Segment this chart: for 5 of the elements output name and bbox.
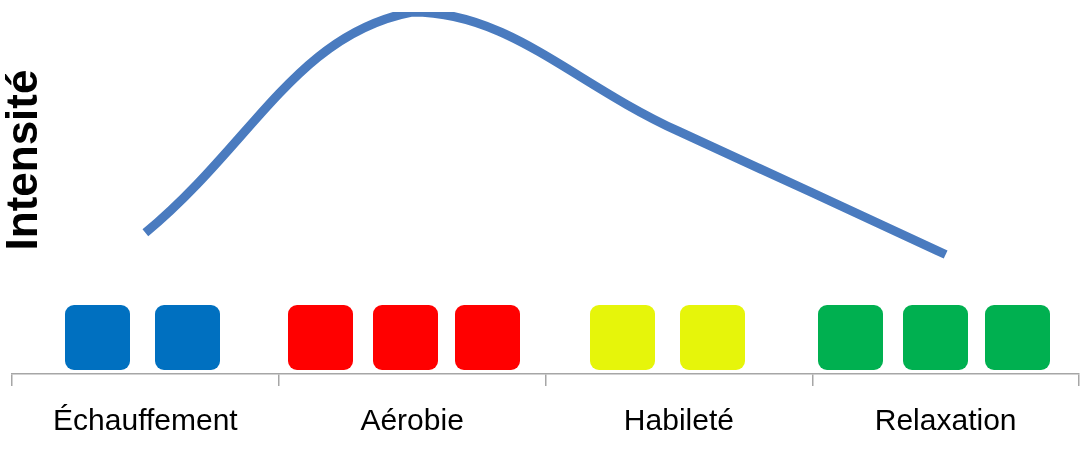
y-axis-title: Intensité: [0, 69, 46, 251]
x-tick-label: Échauffement: [53, 403, 239, 437]
x-tick-label: Aérobie: [360, 403, 464, 437]
x-tick-label: Habileté: [623, 403, 734, 437]
x-tick-label: Relaxation: [874, 403, 1017, 437]
